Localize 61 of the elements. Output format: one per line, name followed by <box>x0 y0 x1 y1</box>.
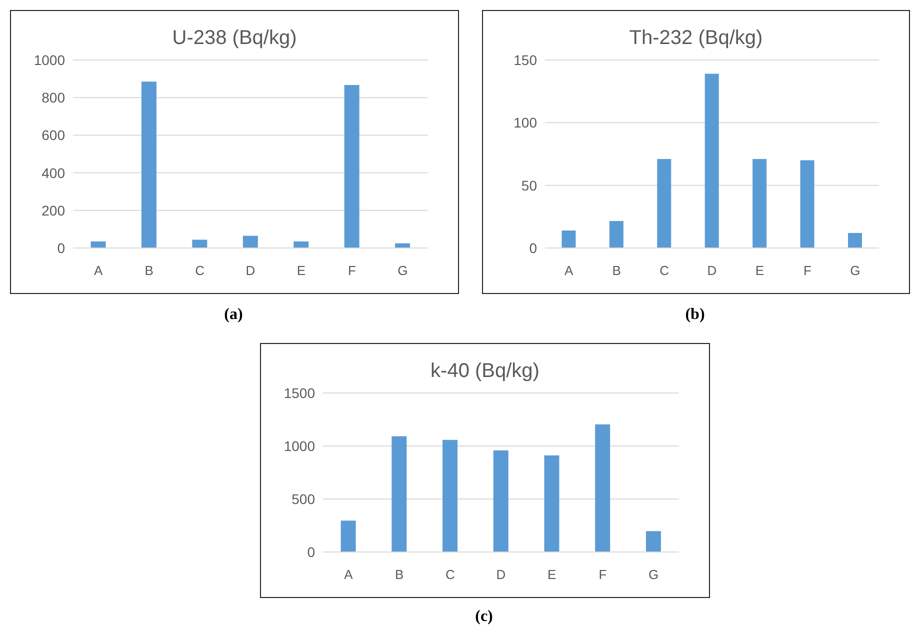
bar <box>595 424 610 552</box>
x-tick-label: E <box>296 263 306 278</box>
bar <box>192 240 208 248</box>
y-tick-label: 1500 <box>284 384 316 401</box>
chart-title: Th-232 (Bq/kg) <box>628 27 764 50</box>
y-tick-label: 50 <box>521 177 538 194</box>
x-tick-label: G <box>398 263 408 278</box>
y-tick-label: 0 <box>57 240 66 256</box>
x-tick-label: D <box>707 263 717 278</box>
y-tick-label: 150 <box>514 52 538 68</box>
x-tick-label: B <box>612 263 621 278</box>
x-tick-label: E <box>548 567 557 582</box>
chart-title: U-238 (Bq/kg) <box>171 27 298 50</box>
y-tick-label: 400 <box>42 164 66 181</box>
y-tick-label: 500 <box>292 490 316 507</box>
x-tick-label: F <box>348 263 356 278</box>
y-tick-label: 1000 <box>284 438 316 454</box>
x-tick-label: A <box>564 263 574 278</box>
x-tick-label: D <box>496 567 506 582</box>
bar <box>141 82 156 248</box>
x-tick-label: F <box>803 263 812 278</box>
x-tick-label: G <box>850 263 860 278</box>
bar <box>646 531 661 552</box>
bar <box>544 455 560 552</box>
bar <box>848 232 862 248</box>
y-tick-label: 600 <box>42 127 66 144</box>
x-tick-label: E <box>755 263 764 278</box>
bar <box>294 241 309 248</box>
y-tick-label: 1000 <box>34 52 66 68</box>
y-tick-label: 100 <box>514 114 538 131</box>
bar <box>90 241 106 248</box>
x-tick-label: D <box>246 263 256 278</box>
x-tick-label: C <box>660 263 669 278</box>
y-tick-label: 200 <box>42 202 66 218</box>
y-tick-label: 0 <box>529 240 538 256</box>
bar <box>340 520 356 552</box>
x-tick-label: B <box>394 567 404 582</box>
x-tick-label: G <box>648 567 659 582</box>
x-tick-label: F <box>598 567 607 582</box>
x-tick-label: B <box>144 263 154 278</box>
text: (b) <box>684 306 706 324</box>
bar <box>704 74 719 248</box>
text: (c) <box>474 608 494 626</box>
bar <box>344 85 360 248</box>
chart-title: k-40 (Bq/kg) <box>430 360 540 383</box>
x-tick-label: A <box>94 263 104 278</box>
bar <box>752 159 767 248</box>
bar <box>392 436 407 552</box>
y-tick-label: 800 <box>42 90 66 106</box>
bar <box>657 159 672 248</box>
x-tick-label: C <box>445 567 455 582</box>
bar <box>800 160 814 248</box>
text: (a) <box>223 306 244 324</box>
y-tick-label: 0 <box>307 544 316 560</box>
bar <box>493 450 508 552</box>
x-tick-label: C <box>195 263 204 278</box>
bar <box>562 230 576 248</box>
x-tick-label: A <box>344 567 354 582</box>
bar <box>609 221 624 248</box>
bar <box>242 236 258 248</box>
bar <box>442 440 458 552</box>
